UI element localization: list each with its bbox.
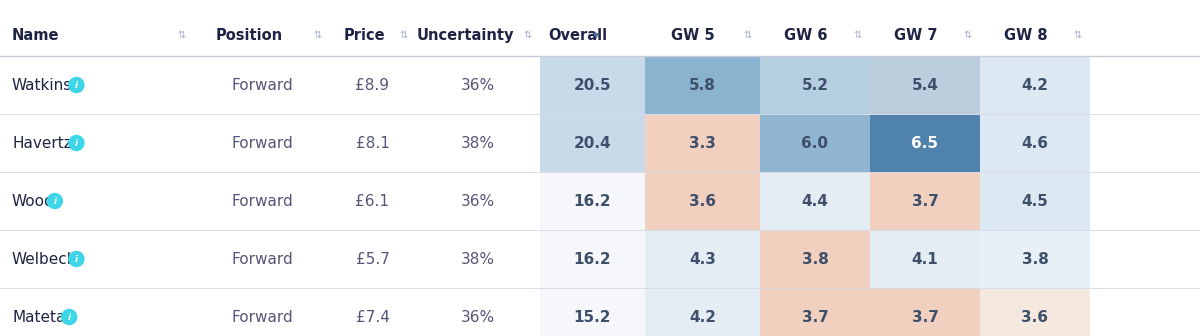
- Text: 16.2: 16.2: [574, 252, 611, 266]
- Bar: [870, 172, 980, 230]
- Text: GW 8: GW 8: [1004, 28, 1048, 43]
- Text: 38%: 38%: [461, 252, 494, 266]
- Text: £8.9: £8.9: [355, 78, 390, 92]
- Text: ⇅: ⇅: [176, 30, 185, 40]
- Bar: [760, 172, 870, 230]
- Bar: [540, 114, 646, 172]
- Text: ▼: ▼: [593, 31, 599, 40]
- Bar: [870, 114, 980, 172]
- Text: 3.7: 3.7: [802, 309, 828, 325]
- Text: 5.2: 5.2: [802, 78, 828, 92]
- Text: Mateta: Mateta: [12, 309, 65, 325]
- Bar: [760, 230, 870, 288]
- Text: £5.7: £5.7: [355, 252, 390, 266]
- Text: i: i: [74, 254, 78, 263]
- Bar: [646, 56, 760, 114]
- Text: 6.0: 6.0: [802, 135, 828, 151]
- Text: 3.3: 3.3: [689, 135, 716, 151]
- Bar: [540, 230, 646, 288]
- Text: 5.4: 5.4: [912, 78, 938, 92]
- Text: £7.4: £7.4: [355, 309, 390, 325]
- Bar: [870, 230, 980, 288]
- Text: Position: Position: [216, 28, 282, 43]
- Text: 4.5: 4.5: [1021, 194, 1049, 209]
- Text: ⇅: ⇅: [1074, 30, 1082, 40]
- Text: Havertz: Havertz: [12, 135, 72, 151]
- Bar: [760, 114, 870, 172]
- Text: 3.8: 3.8: [1021, 252, 1049, 266]
- Text: 36%: 36%: [461, 194, 494, 209]
- Text: 6.5: 6.5: [912, 135, 938, 151]
- Text: 3.8: 3.8: [802, 252, 828, 266]
- Text: ⇅: ⇅: [744, 30, 752, 40]
- Text: i: i: [67, 312, 71, 322]
- Text: ⇅: ⇅: [314, 30, 322, 40]
- Bar: [870, 288, 980, 336]
- Text: Forward: Forward: [232, 252, 293, 266]
- Text: Name: Name: [12, 28, 60, 43]
- Text: GW 7: GW 7: [894, 28, 938, 43]
- Text: 15.2: 15.2: [574, 309, 611, 325]
- Text: 3.6: 3.6: [689, 194, 716, 209]
- Text: 4.6: 4.6: [1021, 135, 1049, 151]
- Circle shape: [68, 135, 84, 151]
- Text: Forward: Forward: [232, 309, 293, 325]
- Text: Forward: Forward: [232, 194, 293, 209]
- Text: GW 6: GW 6: [785, 28, 828, 43]
- Bar: [760, 288, 870, 336]
- Text: ⇅: ⇅: [964, 30, 972, 40]
- Text: 38%: 38%: [461, 135, 494, 151]
- Text: ⇅: ⇅: [854, 30, 862, 40]
- Text: i: i: [74, 81, 78, 89]
- Circle shape: [47, 194, 62, 209]
- Bar: [540, 288, 646, 336]
- Text: 3.7: 3.7: [912, 309, 938, 325]
- Text: 36%: 36%: [461, 78, 494, 92]
- Text: £6.1: £6.1: [355, 194, 390, 209]
- Text: 4.4: 4.4: [802, 194, 828, 209]
- Bar: [980, 56, 1090, 114]
- Circle shape: [68, 78, 84, 92]
- Text: £8.1: £8.1: [355, 135, 390, 151]
- Text: 3.6: 3.6: [1021, 309, 1049, 325]
- Text: i: i: [53, 197, 56, 206]
- Bar: [980, 114, 1090, 172]
- Text: ⇅: ⇅: [398, 30, 407, 40]
- Text: Watkins: Watkins: [12, 78, 72, 92]
- Bar: [760, 56, 870, 114]
- Circle shape: [61, 309, 77, 325]
- Text: 3.7: 3.7: [912, 194, 938, 209]
- Bar: [980, 288, 1090, 336]
- Bar: [540, 172, 646, 230]
- Text: 16.2: 16.2: [574, 194, 611, 209]
- Text: 20.4: 20.4: [574, 135, 611, 151]
- Bar: [980, 230, 1090, 288]
- Bar: [540, 56, 646, 114]
- Bar: [980, 172, 1090, 230]
- Text: Price: Price: [343, 28, 385, 43]
- Text: Forward: Forward: [232, 78, 293, 92]
- Text: GW 5: GW 5: [672, 28, 715, 43]
- Text: 4.3: 4.3: [689, 252, 716, 266]
- Text: 4.2: 4.2: [1021, 78, 1049, 92]
- Bar: [646, 288, 760, 336]
- Text: 36%: 36%: [461, 309, 494, 325]
- Bar: [646, 114, 760, 172]
- Text: Uncertainty: Uncertainty: [416, 28, 514, 43]
- Text: Forward: Forward: [232, 135, 293, 151]
- Text: Welbeck: Welbeck: [12, 252, 77, 266]
- Circle shape: [68, 252, 84, 266]
- Text: 5.8: 5.8: [689, 78, 716, 92]
- Bar: [870, 56, 980, 114]
- Text: 4.1: 4.1: [912, 252, 938, 266]
- Text: i: i: [74, 138, 78, 148]
- Text: Wood: Wood: [12, 194, 55, 209]
- Text: ⇅: ⇅: [524, 30, 532, 40]
- Bar: [646, 230, 760, 288]
- Bar: [646, 172, 760, 230]
- Text: 4.2: 4.2: [689, 309, 716, 325]
- Text: 20.5: 20.5: [574, 78, 611, 92]
- Text: Overall: Overall: [548, 28, 607, 43]
